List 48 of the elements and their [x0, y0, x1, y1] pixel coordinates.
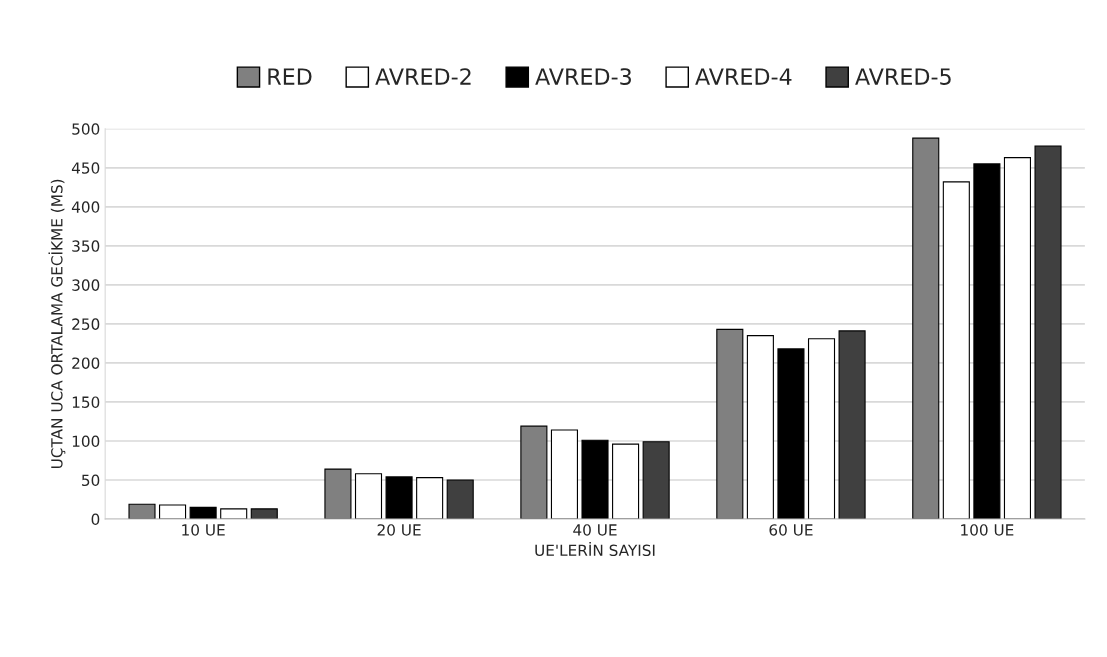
- bar: [1034, 145, 1062, 520]
- x-tick-label: 100 UE: [961, 524, 1014, 536]
- legend-label: AVRED-2: [375, 68, 471, 85]
- y-tick-label: 50: [82, 474, 100, 487]
- y-tick-label: 250: [72, 318, 100, 330]
- bar: [838, 330, 866, 520]
- y-tick-label: 350: [72, 240, 100, 252]
- y-tick-label: 300: [72, 279, 100, 291]
- bar: [220, 508, 248, 520]
- bar: [807, 338, 836, 520]
- bar: [446, 479, 474, 520]
- bar: [746, 335, 774, 520]
- bar: [716, 328, 744, 520]
- y-tick-label: 500: [72, 123, 100, 135]
- y-axis-title: UÇTAN UCA ORTALAMA GECİKME (MS): [48, 179, 66, 469]
- y-tick-label: 200: [72, 357, 100, 369]
- legend-label: RED: [268, 68, 312, 85]
- legend-label: AVRED-4: [695, 68, 792, 85]
- bar: [128, 503, 156, 520]
- bar: [581, 439, 609, 520]
- y-tick-label: 450: [71, 162, 100, 174]
- y-tick-label: 100: [72, 435, 100, 447]
- x-tick-label: 10 UE: [182, 524, 225, 536]
- x-tick-label: 60 UE: [769, 524, 813, 536]
- bar: [942, 181, 970, 520]
- y-tick-label: 400: [71, 201, 100, 213]
- legend-label: AVRED-3: [535, 68, 631, 85]
- bar: [520, 425, 548, 520]
- bar: [642, 441, 670, 520]
- bar: [973, 163, 1001, 520]
- x-axis-title: UE'LERİN SAYISI: [535, 541, 655, 557]
- bar: [416, 477, 444, 520]
- bar: [250, 508, 278, 520]
- bar: [912, 137, 940, 520]
- x-tick-label: 40 UE: [573, 524, 617, 536]
- bar: [612, 443, 640, 520]
- y-tick-label: 0: [91, 513, 100, 526]
- legend-label: AVRED-5: [855, 68, 951, 85]
- y-tick-label: 150: [72, 396, 100, 408]
- bar: [1003, 157, 1032, 520]
- bar: [550, 429, 578, 520]
- bar: [385, 476, 413, 520]
- bar: [159, 504, 187, 520]
- bar: [324, 468, 352, 520]
- bar: [189, 506, 217, 520]
- bar: [777, 348, 805, 520]
- bar: [354, 473, 383, 520]
- x-tick-label: 20 UE: [377, 524, 421, 536]
